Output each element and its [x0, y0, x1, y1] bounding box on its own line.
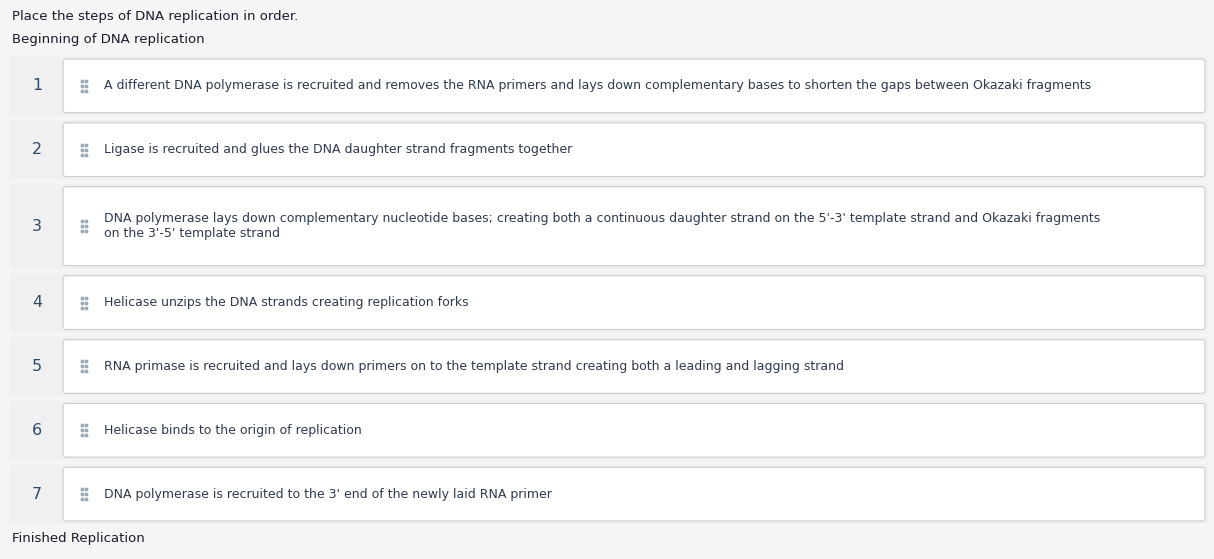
Text: RNA primase is recruited and lays down primers on to the template strand creatin: RNA primase is recruited and lays down p…	[104, 360, 844, 373]
Text: 6: 6	[32, 423, 42, 438]
FancyBboxPatch shape	[10, 184, 1208, 269]
Text: Beginning of DNA replication: Beginning of DNA replication	[12, 33, 205, 46]
FancyBboxPatch shape	[10, 337, 1208, 396]
FancyBboxPatch shape	[10, 56, 1208, 116]
FancyBboxPatch shape	[63, 123, 1206, 177]
Text: 1: 1	[32, 78, 42, 93]
Text: DNA polymerase is recruited to the 3' end of the newly laid RNA primer: DNA polymerase is recruited to the 3' en…	[104, 487, 552, 501]
Text: A different DNA polymerase is recruited and removes the RNA primers and lays dow: A different DNA polymerase is recruited …	[104, 79, 1091, 92]
Text: Place the steps of DNA replication in order.: Place the steps of DNA replication in or…	[12, 10, 299, 23]
Text: Helicase unzips the DNA strands creating replication forks: Helicase unzips the DNA strands creating…	[104, 296, 469, 309]
Text: Finished Replication: Finished Replication	[12, 532, 144, 545]
FancyBboxPatch shape	[63, 187, 1206, 266]
FancyBboxPatch shape	[63, 276, 1206, 329]
FancyBboxPatch shape	[10, 465, 1208, 524]
FancyBboxPatch shape	[63, 59, 1206, 113]
FancyBboxPatch shape	[63, 404, 1206, 457]
FancyBboxPatch shape	[63, 340, 1206, 394]
Text: DNA polymerase lays down complementary nucleotide bases; creating both a continu: DNA polymerase lays down complementary n…	[104, 212, 1100, 240]
Text: 3: 3	[32, 219, 42, 234]
FancyBboxPatch shape	[10, 400, 1208, 460]
Text: 4: 4	[32, 295, 42, 310]
FancyBboxPatch shape	[10, 273, 1208, 333]
Text: 7: 7	[32, 487, 42, 501]
Text: 5: 5	[32, 359, 42, 374]
Text: Ligase is recruited and glues the DNA daughter strand fragments together: Ligase is recruited and glues the DNA da…	[104, 143, 572, 156]
FancyBboxPatch shape	[10, 120, 1208, 179]
Text: Helicase binds to the origin of replication: Helicase binds to the origin of replicat…	[104, 424, 362, 437]
FancyBboxPatch shape	[63, 467, 1206, 521]
Text: 2: 2	[32, 142, 42, 157]
